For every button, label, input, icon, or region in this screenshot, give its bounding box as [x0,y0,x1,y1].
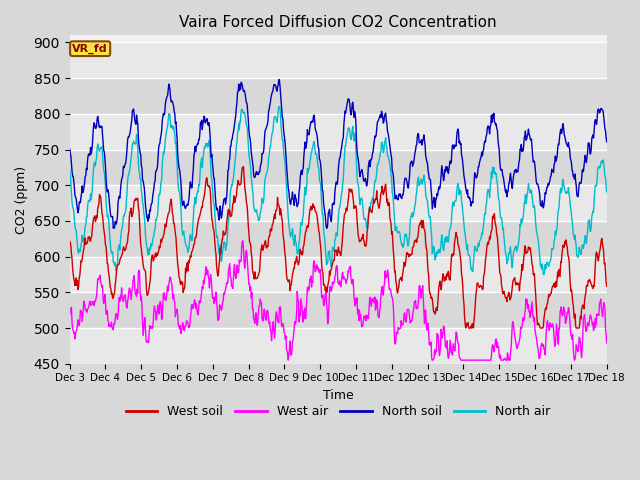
Bar [70,328,607,364]
Bar [70,257,607,292]
Legend: West soil, West air, North soil, North air: West soil, West air, North soil, North a… [121,400,556,423]
Y-axis label: CO2 (ppm): CO2 (ppm) [15,166,28,234]
X-axis label: Time: Time [323,389,353,402]
Bar [70,42,607,78]
Bar [70,150,607,185]
Bar [70,292,607,328]
Bar [70,185,607,221]
Text: VR_fd: VR_fd [72,44,108,54]
Title: Vaira Forced Diffusion CO2 Concentration: Vaira Forced Diffusion CO2 Concentration [179,15,497,30]
Bar [70,78,607,114]
Bar [70,114,607,150]
Bar [70,221,607,257]
